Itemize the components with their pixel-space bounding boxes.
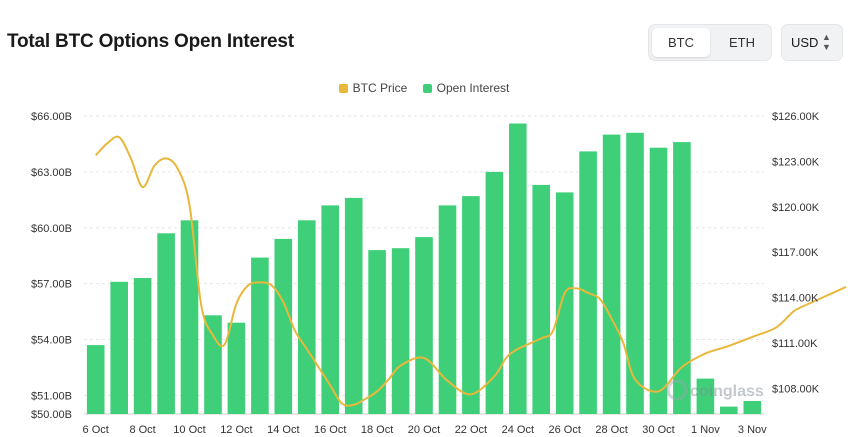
oi-bar	[602, 134, 621, 414]
y-right-tick-label: $117.00K	[772, 247, 819, 259]
oi-bar	[509, 123, 527, 414]
oi-bar	[438, 205, 457, 414]
x-tick-label: 30 Oct	[642, 424, 674, 436]
x-tick-label: 28 Oct	[595, 424, 627, 436]
x-tick-label: 8 Oct	[129, 424, 155, 436]
oi-bar	[344, 197, 363, 414]
oi-bar	[579, 151, 597, 414]
y-left-tick-label: $63.00B	[31, 167, 72, 179]
x-tick-label: 3 Nov	[738, 424, 767, 436]
oi-bar	[673, 142, 691, 414]
oi-bar	[720, 406, 738, 414]
oi-bar	[555, 192, 574, 414]
oi-bar	[391, 248, 410, 414]
oi-bar	[110, 281, 128, 414]
oi-bar	[368, 250, 386, 414]
oi-bar	[180, 220, 199, 414]
asset-toggle: BTC ETH	[648, 24, 772, 61]
y-right-tick-label: $120.00K	[772, 202, 820, 214]
x-tick-label: 10 Oct	[173, 424, 205, 436]
legend-label-btc-price: BTC Price	[352, 81, 408, 95]
legend-swatch-btc-price	[338, 84, 348, 93]
x-tick-label: 1 Nov	[691, 424, 720, 436]
x-tick-label: 20 Oct	[408, 424, 440, 436]
oi-bar	[133, 278, 152, 414]
oi-bar	[274, 238, 293, 414]
oi-bar	[743, 401, 762, 414]
oi-bar	[321, 205, 339, 414]
eth-tab[interactable]: ETH	[729, 35, 755, 50]
y-right-tick-label: $123.00K	[772, 156, 820, 168]
x-tick-label: 18 Oct	[361, 424, 393, 436]
oi-bar	[696, 378, 715, 414]
updown-chevron-icon: ▲ ▼	[822, 32, 831, 52]
y-left-tick-label: $54.00B	[31, 335, 72, 347]
oi-bar	[649, 147, 668, 414]
y-left-tick-label: $66.00B	[31, 111, 72, 123]
y-right-tick-label: $108.00K	[772, 383, 820, 395]
x-tick-label: 26 Oct	[548, 424, 580, 436]
btc-price-line	[94, 135, 847, 407]
y-left-tick-label: $60.00B	[31, 223, 72, 235]
currency-select[interactable]: USD ▲ ▼	[781, 24, 843, 61]
x-tick-label: 14 Oct	[267, 424, 299, 436]
legend-swatch-open-interest	[422, 84, 432, 93]
oi-bar	[626, 132, 644, 415]
chart-legend: BTC Price Open Interest	[0, 81, 848, 95]
watermark-text: coinglass	[690, 383, 764, 400]
x-tick-label: 22 Oct	[455, 424, 487, 436]
oi-bar	[157, 233, 175, 414]
y-right-tick-label: $114.00K	[772, 293, 819, 305]
oi-bar	[532, 184, 550, 414]
oi-bar	[204, 315, 222, 414]
y-left-tick-label: $50.00B	[31, 409, 72, 421]
oi-bar	[86, 345, 105, 414]
oi-bar	[251, 257, 269, 414]
oi-bar	[227, 322, 246, 414]
x-tick-label: 6 Oct	[83, 424, 109, 436]
oi-bar	[462, 196, 480, 414]
currency-value: USD	[791, 35, 819, 50]
oi-bar	[415, 237, 433, 414]
x-tick-label: 24 Oct	[502, 424, 534, 436]
y-left-tick-label: $51.00B	[31, 390, 72, 402]
btc-tab[interactable]: BTC	[652, 28, 710, 57]
coinglass-logo-icon	[666, 379, 688, 401]
legend-item-btc-price[interactable]: BTC Price	[338, 81, 408, 95]
legend-item-open-interest[interactable]: Open Interest	[422, 81, 510, 95]
oi-bar	[485, 171, 504, 414]
y-right-tick-label: $111.00K	[772, 338, 818, 350]
page-title: Total BTC Options Open Interest	[7, 31, 294, 52]
x-tick-label: 12 Oct	[220, 424, 252, 436]
x-tick-label: 16 Oct	[314, 424, 346, 436]
y-right-tick-label: $126.00K	[772, 111, 820, 123]
legend-label-open-interest: Open Interest	[436, 81, 510, 95]
y-left-tick-label: $57.00B	[31, 279, 72, 291]
oi-bar	[298, 220, 316, 414]
